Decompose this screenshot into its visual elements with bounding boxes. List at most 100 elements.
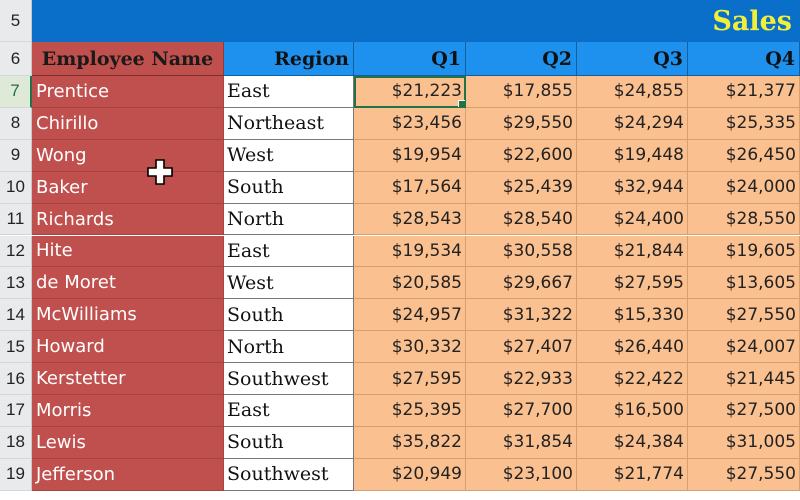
cell-employee-name[interactable]: de Moret xyxy=(32,267,224,300)
row-header[interactable]: 6 xyxy=(0,42,32,76)
cell-employee-name[interactable]: Morris xyxy=(32,395,224,427)
cell-q1[interactable]: $20,949 xyxy=(354,458,466,491)
cell-q2[interactable]: $22,600 xyxy=(466,139,577,172)
cell-q3[interactable]: $19,448 xyxy=(577,139,688,172)
cell-region[interactable]: Southwest xyxy=(224,458,354,491)
cell-q2[interactable]: $29,550 xyxy=(466,107,577,140)
row-header[interactable]: 12 xyxy=(0,235,32,268)
cell-q1[interactable]: $25,395 xyxy=(354,395,466,427)
cell-q4[interactable]: $19,605 xyxy=(688,235,800,268)
cell-q1[interactable]: $21,223 xyxy=(354,76,466,108)
cell-employee-name[interactable]: Richards xyxy=(32,203,224,236)
header-q3[interactable]: Q3 xyxy=(577,42,688,76)
cell-employee-name[interactable]: Hite xyxy=(32,235,224,268)
cell-q4[interactable]: $24,007 xyxy=(688,331,800,364)
row-header[interactable]: 14 xyxy=(0,299,32,332)
row-header[interactable]: 18 xyxy=(0,426,32,459)
cell-q1[interactable]: $28,543 xyxy=(354,203,466,236)
cell-q1[interactable]: $17,564 xyxy=(354,171,466,204)
cell-q4[interactable]: $28,550 xyxy=(688,203,800,236)
row-header[interactable]: 15 xyxy=(0,331,32,364)
cell-q2[interactable]: $22,933 xyxy=(466,363,577,395)
row-header[interactable]: 8 xyxy=(0,107,32,140)
cell-q4[interactable]: $21,445 xyxy=(688,363,800,395)
row-header[interactable]: 9 xyxy=(0,139,32,172)
cell-q3[interactable]: $16,500 xyxy=(577,395,688,427)
cell-q1[interactable]: $23,456 xyxy=(354,107,466,140)
cell-employee-name[interactable]: Chirillo xyxy=(32,107,224,140)
cell-q3[interactable]: $15,330 xyxy=(577,299,688,332)
cell-region[interactable]: Southwest xyxy=(224,363,354,395)
cell-region[interactable]: West xyxy=(224,139,354,172)
sheet-title[interactable]: Sales xyxy=(712,5,792,37)
cell-q3[interactable]: $24,855 xyxy=(577,76,688,108)
cell-q1[interactable]: $27,595 xyxy=(354,363,466,395)
row-header[interactable]: 5 xyxy=(0,0,32,42)
cell-q3[interactable]: $24,294 xyxy=(577,107,688,140)
cell-region[interactable]: South xyxy=(224,299,354,332)
cell-employee-name[interactable]: Wong xyxy=(32,139,224,172)
cell-q1[interactable]: $20,585 xyxy=(354,267,466,300)
cell-q4[interactable]: $27,550 xyxy=(688,299,800,332)
row-header[interactable]: 16 xyxy=(0,363,32,395)
row-header[interactable]: 19 xyxy=(0,458,32,491)
cell-q1[interactable]: $35,822 xyxy=(354,426,466,459)
cell-q4[interactable]: $24,000 xyxy=(688,171,800,204)
cell-q2[interactable]: $25,439 xyxy=(466,171,577,204)
cell-q3[interactable]: $21,844 xyxy=(577,235,688,268)
cell-q4[interactable]: $21,377 xyxy=(688,76,800,108)
cell-employee-name[interactable]: Lewis xyxy=(32,426,224,459)
cell-region[interactable]: East xyxy=(224,395,354,427)
cell-region[interactable]: West xyxy=(224,267,354,300)
header-q2[interactable]: Q2 xyxy=(466,42,577,76)
cell-employee-name[interactable]: Howard xyxy=(32,331,224,364)
cell-region[interactable]: North xyxy=(224,203,354,236)
cell-q3[interactable]: $32,944 xyxy=(577,171,688,204)
cell-region[interactable]: Northeast xyxy=(224,107,354,140)
cell-q2[interactable]: $31,322 xyxy=(466,299,577,332)
cell-q2[interactable]: $27,407 xyxy=(466,331,577,364)
cell-q2[interactable]: $28,540 xyxy=(466,203,577,236)
cell-employee-name[interactable]: Baker xyxy=(32,171,224,204)
row-header[interactable]: 7 xyxy=(0,76,32,108)
cell-q4[interactable]: $31,005 xyxy=(688,426,800,459)
cell-region[interactable]: South xyxy=(224,426,354,459)
cell-q3[interactable]: $27,595 xyxy=(577,267,688,300)
cell-region[interactable]: South xyxy=(224,171,354,204)
cell-region[interactable]: East xyxy=(224,76,354,108)
cell-q1[interactable]: $19,954 xyxy=(354,139,466,172)
cell-q2[interactable]: $23,100 xyxy=(466,458,577,491)
cell-q2[interactable]: $27,700 xyxy=(466,395,577,427)
row-header[interactable]: 17 xyxy=(0,395,32,427)
cell-q4[interactable]: $26,450 xyxy=(688,139,800,172)
cell-q2[interactable]: $29,667 xyxy=(466,267,577,300)
cell-q4[interactable]: $25,335 xyxy=(688,107,800,140)
cell-q2[interactable]: $31,854 xyxy=(466,426,577,459)
cell-q3[interactable]: $26,440 xyxy=(577,331,688,364)
fill-handle[interactable] xyxy=(458,99,465,107)
header-employee-name[interactable]: Employee Name xyxy=(32,42,224,76)
cell-employee-name[interactable]: McWilliams xyxy=(32,299,224,332)
row-header[interactable]: 11 xyxy=(0,203,32,236)
cell-q4[interactable]: $27,500 xyxy=(688,395,800,427)
cell-region[interactable]: North xyxy=(224,331,354,364)
cell-employee-name[interactable]: Prentice xyxy=(32,76,224,108)
cell-q3[interactable]: $24,384 xyxy=(577,426,688,459)
cell-q2[interactable]: $17,855 xyxy=(466,76,577,108)
cell-q4[interactable]: $13,605 xyxy=(688,267,800,300)
cell-employee-name[interactable]: Jefferson xyxy=(32,458,224,491)
cell-q3[interactable]: $21,774 xyxy=(577,458,688,491)
cell-q1[interactable]: $19,534 xyxy=(354,235,466,268)
row-header[interactable]: 13 xyxy=(0,267,32,300)
cell-q3[interactable]: $24,400 xyxy=(577,203,688,236)
cell-q2[interactable]: $30,558 xyxy=(466,235,577,268)
cell-q1[interactable]: $30,332 xyxy=(354,331,466,364)
cell-q3[interactable]: $22,422 xyxy=(577,363,688,395)
cell-employee-name[interactable]: Kerstetter xyxy=(32,363,224,395)
header-q4[interactable]: Q4 xyxy=(688,42,800,76)
row-header[interactable]: 10 xyxy=(0,171,32,204)
cell-q4[interactable]: $27,550 xyxy=(688,458,800,491)
cell-region[interactable]: East xyxy=(224,235,354,268)
cell-q1[interactable]: $24,957 xyxy=(354,299,466,332)
header-q1[interactable]: Q1 xyxy=(354,42,466,76)
